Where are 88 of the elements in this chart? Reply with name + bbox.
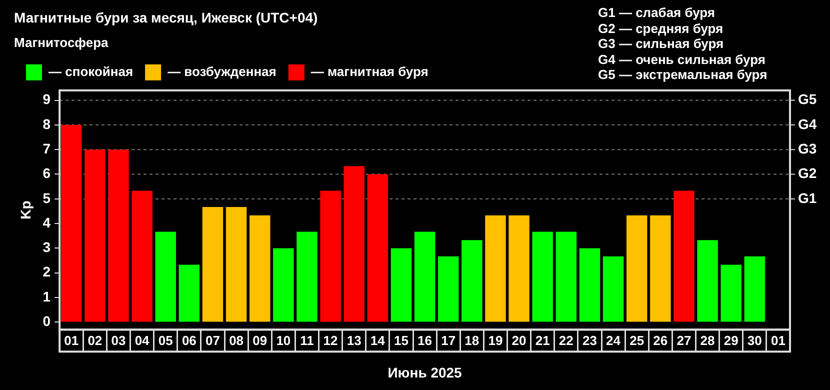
x-tick-label: 10 <box>276 332 291 348</box>
x-tick-label: 26 <box>653 332 668 348</box>
x-tick-label: 28 <box>700 332 715 348</box>
x-tick-label: 25 <box>630 332 644 348</box>
legend-title: Магнитосфера <box>14 34 110 50</box>
text: G5 — экстремальная буря <box>598 67 768 82</box>
y-axis-title: Kp <box>17 200 34 220</box>
y-tick-label: 6 <box>42 165 51 182</box>
y-tick-label: 5 <box>42 190 51 206</box>
x-tick-label: 03 <box>111 332 126 348</box>
x-axis-title: Июнь 2025 <box>388 364 462 380</box>
bar <box>626 215 648 322</box>
x-tick-label: 05 <box>158 332 173 348</box>
x-tick-label: 29 <box>724 332 738 348</box>
bar <box>438 256 459 322</box>
x-tick-label: 15 <box>394 332 408 348</box>
y-tick-label: 9 <box>42 91 51 108</box>
y-tick-label: 2 <box>42 264 51 280</box>
text: G2 — средняя буря <box>598 20 724 36</box>
bar <box>367 174 388 322</box>
y-tick-label: 7 <box>42 140 51 156</box>
y-tick-label: 3 <box>42 239 51 256</box>
x-tick-label: 02 <box>88 332 102 348</box>
text: G1 — слабая буря <box>598 5 716 20</box>
x-tick-label: 27 <box>676 332 692 348</box>
y-tick-label: 1 <box>42 288 51 304</box>
text: G4 — очень сильная буря <box>598 52 766 67</box>
bar <box>485 215 506 322</box>
bar <box>390 248 412 322</box>
bar <box>84 150 106 322</box>
x-tick-label: 17 <box>441 332 456 348</box>
bar <box>132 190 152 322</box>
ref-line-label: G3 <box>798 140 817 156</box>
x-tick-label: 30 <box>747 332 762 348</box>
legend-label: — спокойная <box>48 64 134 79</box>
bar <box>697 240 718 322</box>
x-tick-label: 04 <box>134 332 150 348</box>
x-tick-label: 22 <box>558 332 574 348</box>
bar <box>508 215 530 322</box>
x-tick-label: 13 <box>346 332 362 348</box>
x-tick-label: 20 <box>512 332 526 348</box>
bar <box>273 248 294 322</box>
x-tick-label: 14 <box>370 332 386 348</box>
x-tick-label: 09 <box>252 332 268 348</box>
x-tick-label: 08 <box>229 332 244 348</box>
legend-label: — магнитная буря <box>310 64 428 79</box>
bar <box>226 207 247 322</box>
x-tick-label: 19 <box>488 332 503 348</box>
ref-line-label: G1 <box>798 190 817 206</box>
bar <box>602 256 624 322</box>
ref-line-label: G4 <box>798 116 817 132</box>
y-tick-label: 0 <box>42 313 51 330</box>
x-tick-label: 01 <box>770 332 786 348</box>
bar <box>249 215 270 322</box>
bar <box>155 232 176 322</box>
bar <box>344 166 364 322</box>
x-tick-label: 16 <box>418 332 432 348</box>
bar <box>674 190 694 322</box>
bar <box>532 232 553 322</box>
bar <box>556 232 577 322</box>
chart-title: Магнитные бури за месяц, Ижевск (UTC+04) <box>14 9 318 26</box>
x-tick-label: 18 <box>464 332 480 348</box>
x-tick-label: 07 <box>206 332 220 348</box>
bar <box>462 240 482 322</box>
x-tick-label: 21 <box>535 332 550 348</box>
ref-line-label: G2 <box>798 165 817 182</box>
bar <box>320 190 341 322</box>
bar <box>650 215 671 322</box>
x-tick-label: 06 <box>182 332 196 348</box>
x-tick-label: 24 <box>606 332 622 348</box>
bar <box>178 264 200 322</box>
bar <box>579 248 600 322</box>
y-tick-label: 8 <box>42 116 51 132</box>
bar <box>108 150 129 322</box>
ref-line-label: G5 <box>798 91 817 108</box>
legend-label: — возбужденная <box>168 64 276 79</box>
x-tick-label: 23 <box>582 332 597 348</box>
text: G3 — сильная буря <box>598 36 725 52</box>
bar <box>202 207 224 322</box>
bar <box>744 256 766 322</box>
bar <box>61 124 82 322</box>
x-tick-label: 11 <box>300 332 314 348</box>
x-tick-label: 01 <box>64 332 79 348</box>
x-tick-label: 12 <box>323 332 338 348</box>
bar <box>720 264 742 322</box>
bar <box>414 232 436 322</box>
y-tick-label: 4 <box>42 214 51 230</box>
bar <box>296 232 318 322</box>
